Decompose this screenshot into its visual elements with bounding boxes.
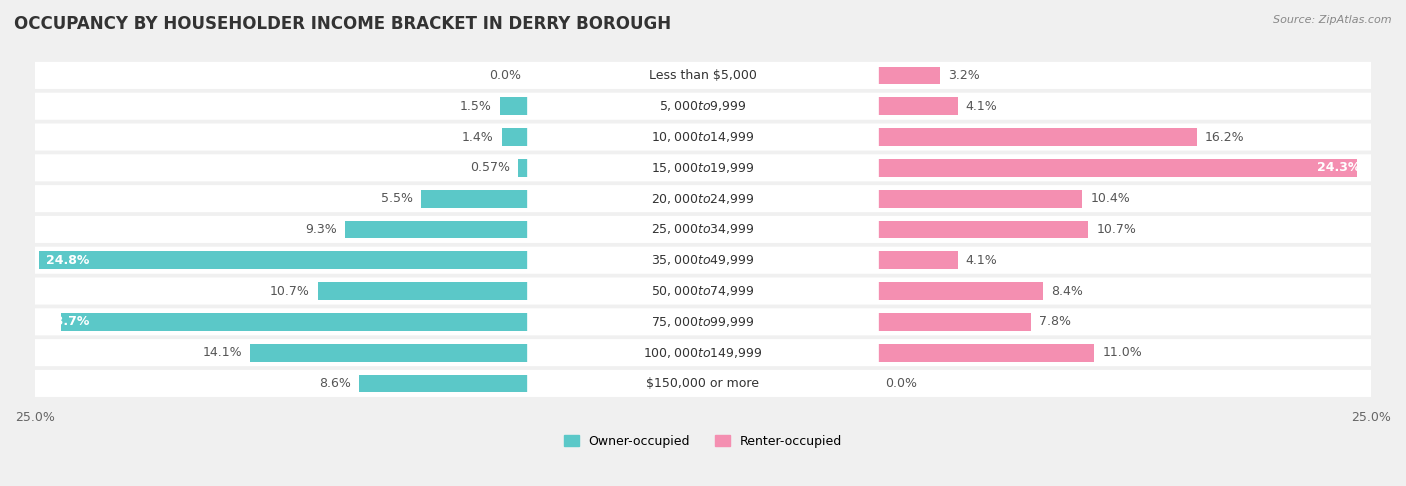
Text: $50,000 to $74,999: $50,000 to $74,999 — [651, 284, 755, 298]
Text: 14.1%: 14.1% — [202, 346, 242, 359]
Bar — [877, 128, 1197, 146]
Text: 10.4%: 10.4% — [1091, 192, 1130, 205]
Text: 7.8%: 7.8% — [1039, 315, 1071, 329]
FancyBboxPatch shape — [34, 123, 1372, 151]
Text: $75,000 to $99,999: $75,000 to $99,999 — [651, 315, 755, 329]
Text: 5.5%: 5.5% — [381, 192, 412, 205]
FancyBboxPatch shape — [34, 154, 1372, 181]
Text: Less than $5,000: Less than $5,000 — [650, 69, 756, 82]
Bar — [517, 159, 529, 177]
Text: 8.6%: 8.6% — [319, 377, 352, 390]
Bar — [877, 97, 957, 115]
FancyBboxPatch shape — [34, 216, 1372, 243]
Text: Source: ZipAtlas.com: Source: ZipAtlas.com — [1274, 15, 1392, 25]
FancyBboxPatch shape — [34, 93, 1372, 120]
FancyBboxPatch shape — [34, 278, 1372, 305]
Bar — [877, 190, 1083, 208]
FancyBboxPatch shape — [527, 372, 879, 395]
Bar — [877, 221, 1088, 238]
FancyBboxPatch shape — [527, 279, 879, 302]
Bar — [877, 313, 1031, 331]
Text: 10.7%: 10.7% — [270, 284, 309, 297]
FancyBboxPatch shape — [34, 370, 1372, 397]
Bar — [60, 313, 529, 331]
FancyBboxPatch shape — [527, 249, 879, 272]
Text: $10,000 to $14,999: $10,000 to $14,999 — [651, 130, 755, 144]
Text: 16.2%: 16.2% — [1205, 131, 1244, 143]
Text: 4.1%: 4.1% — [966, 100, 997, 113]
Text: $25,000 to $34,999: $25,000 to $34,999 — [651, 223, 755, 236]
Text: 1.4%: 1.4% — [461, 131, 494, 143]
FancyBboxPatch shape — [34, 308, 1372, 335]
FancyBboxPatch shape — [527, 156, 879, 179]
Bar — [39, 251, 529, 269]
FancyBboxPatch shape — [527, 341, 879, 364]
Text: $20,000 to $24,999: $20,000 to $24,999 — [651, 191, 755, 206]
FancyBboxPatch shape — [34, 62, 1372, 89]
FancyBboxPatch shape — [527, 95, 879, 118]
Text: $5,000 to $9,999: $5,000 to $9,999 — [659, 99, 747, 113]
Bar — [877, 67, 941, 85]
Bar — [420, 190, 529, 208]
Text: 3.2%: 3.2% — [948, 69, 980, 82]
Text: 9.3%: 9.3% — [305, 223, 337, 236]
FancyBboxPatch shape — [527, 218, 879, 241]
Bar — [250, 344, 529, 362]
Text: 0.0%: 0.0% — [884, 377, 917, 390]
FancyBboxPatch shape — [527, 311, 879, 333]
Bar — [877, 251, 957, 269]
Bar — [877, 344, 1094, 362]
FancyBboxPatch shape — [34, 185, 1372, 212]
Text: $100,000 to $149,999: $100,000 to $149,999 — [644, 346, 762, 360]
Bar — [346, 221, 529, 238]
FancyBboxPatch shape — [34, 247, 1372, 274]
Bar — [877, 282, 1043, 300]
Text: $15,000 to $19,999: $15,000 to $19,999 — [651, 161, 755, 175]
Legend: Owner-occupied, Renter-occupied: Owner-occupied, Renter-occupied — [558, 430, 848, 453]
Text: 1.5%: 1.5% — [460, 100, 492, 113]
Bar — [502, 128, 529, 146]
Text: 10.7%: 10.7% — [1097, 223, 1136, 236]
Text: $35,000 to $49,999: $35,000 to $49,999 — [651, 253, 755, 267]
Text: 0.0%: 0.0% — [489, 69, 522, 82]
Text: 11.0%: 11.0% — [1102, 346, 1142, 359]
Bar — [877, 159, 1357, 177]
Bar — [499, 97, 529, 115]
FancyBboxPatch shape — [34, 339, 1372, 366]
FancyBboxPatch shape — [527, 64, 879, 87]
Text: 8.4%: 8.4% — [1050, 284, 1083, 297]
FancyBboxPatch shape — [527, 126, 879, 148]
Text: OCCUPANCY BY HOUSEHOLDER INCOME BRACKET IN DERRY BOROUGH: OCCUPANCY BY HOUSEHOLDER INCOME BRACKET … — [14, 15, 671, 33]
Text: 24.3%: 24.3% — [1317, 161, 1361, 174]
Text: $150,000 or more: $150,000 or more — [647, 377, 759, 390]
FancyBboxPatch shape — [527, 187, 879, 210]
Bar — [360, 375, 529, 392]
Text: 4.1%: 4.1% — [966, 254, 997, 267]
Bar — [318, 282, 529, 300]
Text: 24.8%: 24.8% — [45, 254, 89, 267]
Text: 0.57%: 0.57% — [470, 161, 510, 174]
Text: 23.7%: 23.7% — [45, 315, 89, 329]
